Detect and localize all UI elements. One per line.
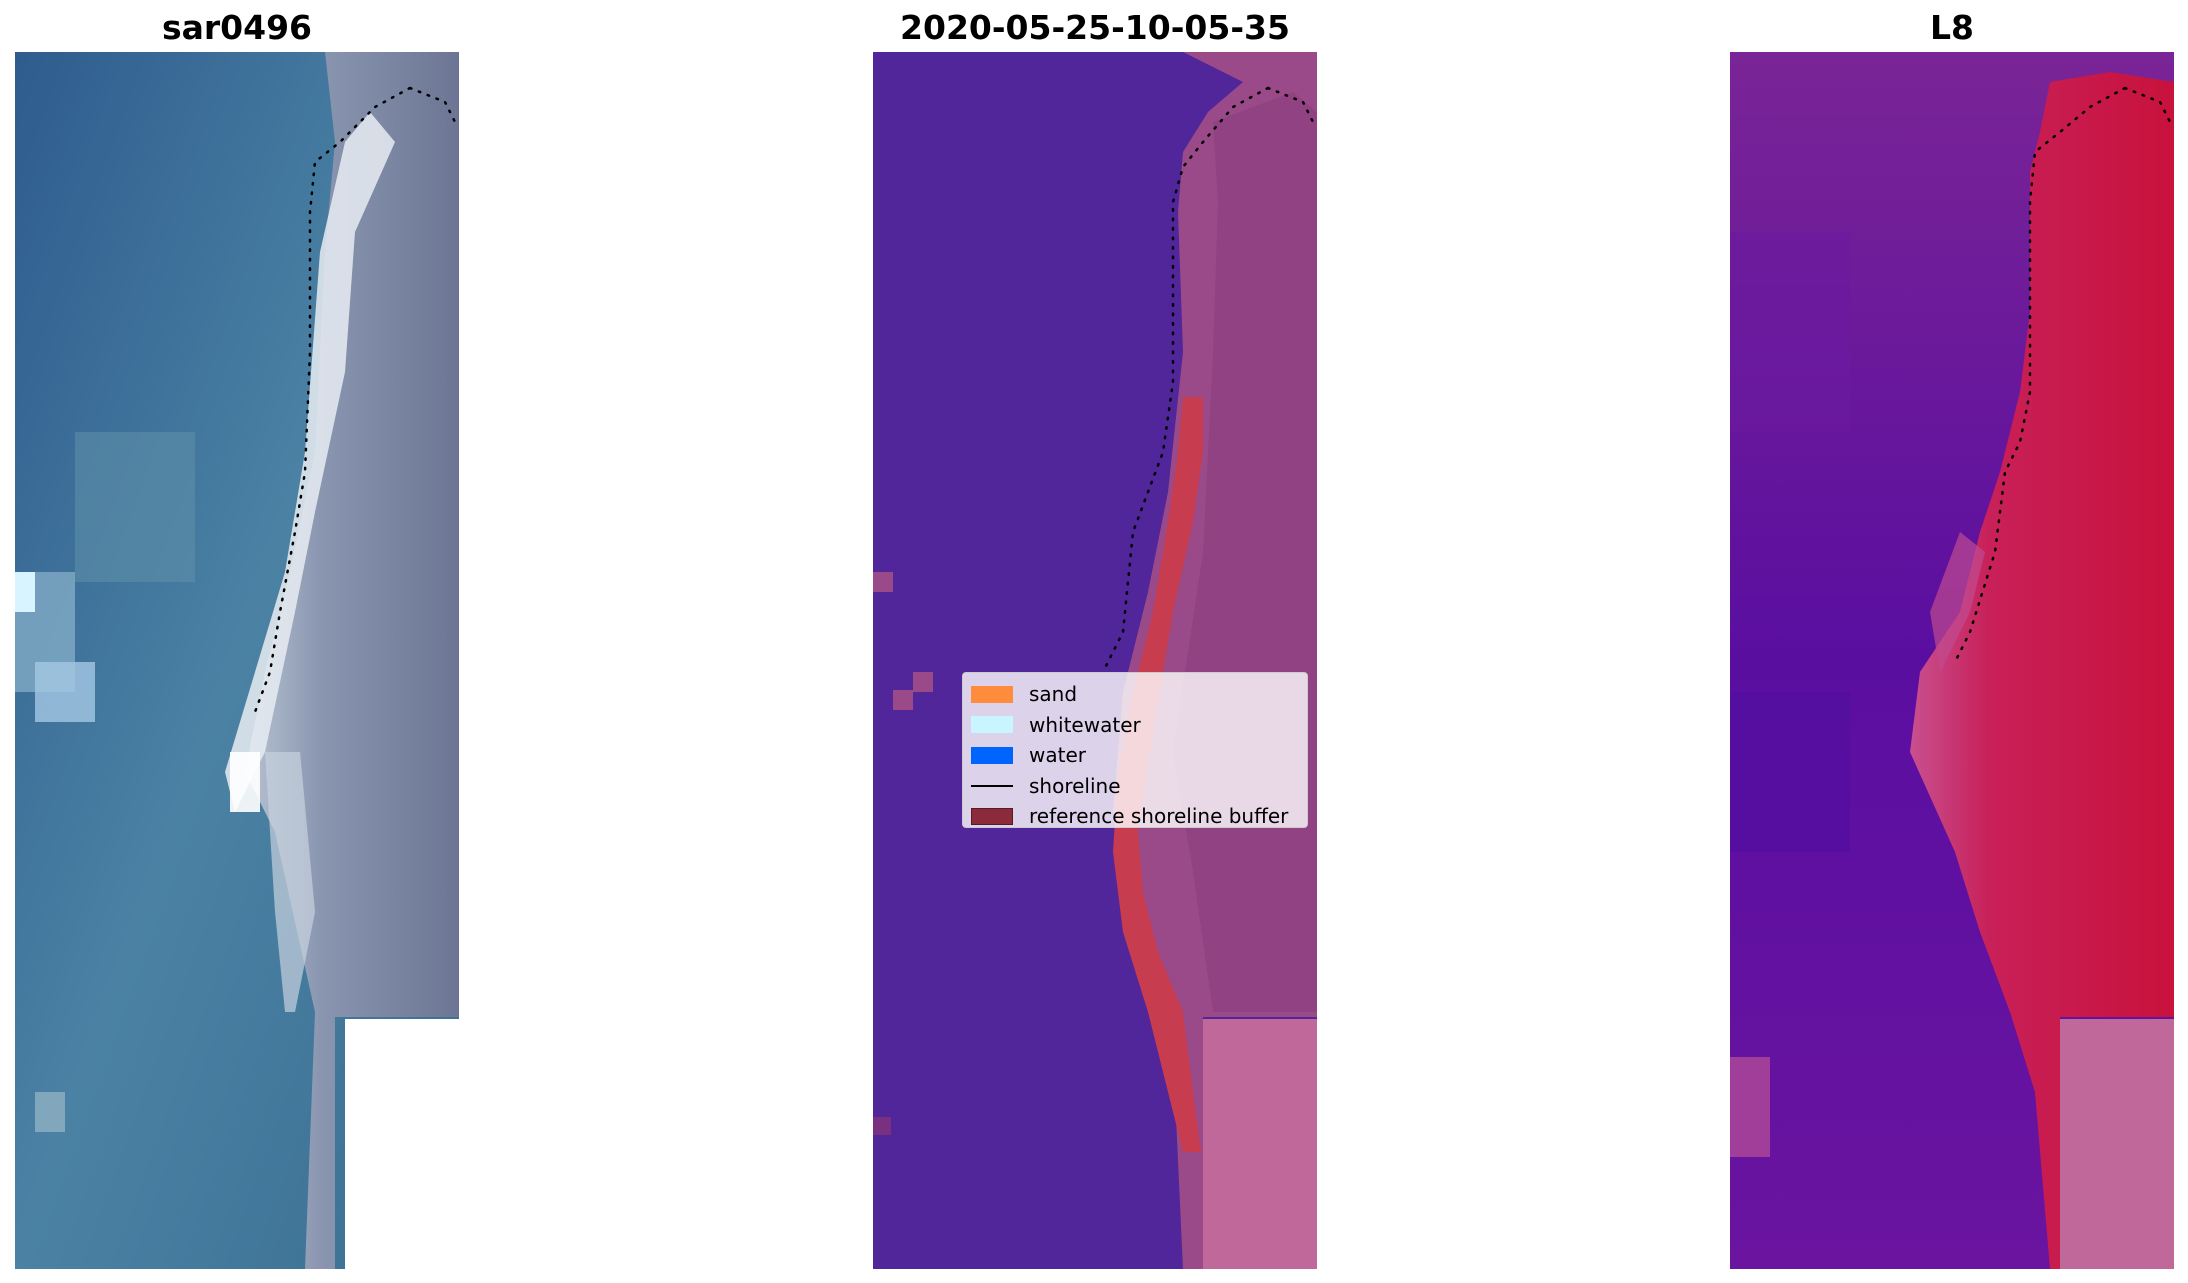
panel-title-rgb: sar0496	[161, 8, 313, 47]
legend-item-shoreline: shoreline	[971, 771, 1299, 802]
legend-label: sand	[1029, 682, 1078, 707]
legend-label: whitewater	[1029, 712, 1141, 737]
sand-swatch	[971, 685, 1013, 703]
legend-label: shoreline	[1029, 773, 1121, 798]
index-image-panel	[1730, 52, 2174, 1269]
rgb-image-panel	[15, 52, 459, 1269]
legend-item-sand: sand	[971, 679, 1299, 710]
panel-title-index: L8	[1930, 8, 1974, 47]
panel-title-classified: 2020-05-25-10-05-35	[900, 8, 1290, 47]
whitewater-swatch	[971, 716, 1013, 734]
shoreline-line-swatch	[971, 784, 1013, 787]
legend: sand whitewater water shoreline referenc…	[962, 672, 1308, 828]
legend-item-whitewater: whitewater	[971, 710, 1299, 741]
legend-label: reference shoreline buffer	[1029, 804, 1289, 829]
water-swatch	[971, 746, 1013, 764]
legend-item-reference-buffer: reference shoreline buffer	[971, 801, 1299, 832]
buffer-swatch	[971, 807, 1013, 825]
legend-item-water: water	[971, 740, 1299, 771]
legend-label: water	[1029, 743, 1086, 768]
classified-image-panel	[873, 52, 1317, 1269]
